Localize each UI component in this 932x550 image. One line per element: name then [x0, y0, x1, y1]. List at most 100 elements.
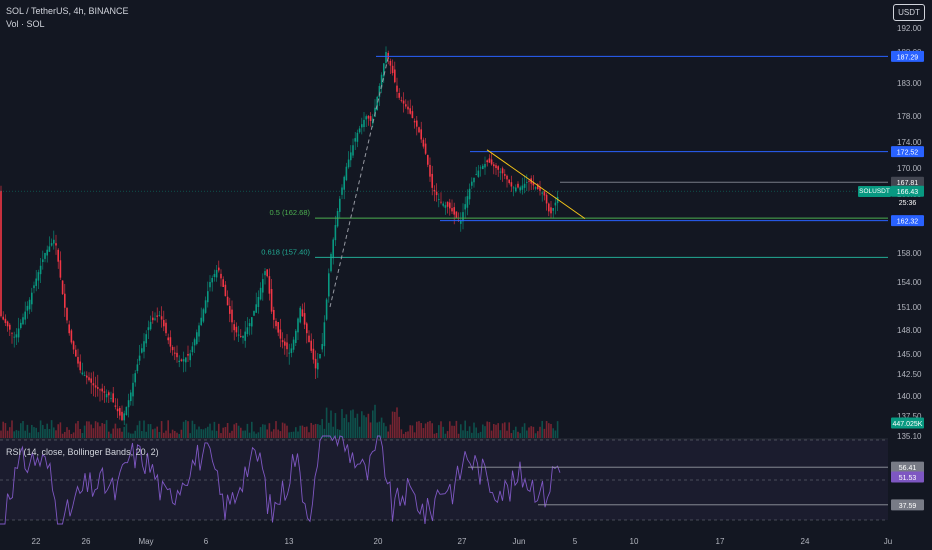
price-label-box: [891, 215, 924, 227]
volume-bar: [31, 424, 33, 438]
volume-bar: [471, 432, 473, 438]
candle-body: [77, 357, 79, 364]
candle-body: [88, 377, 90, 381]
candle-body: [248, 323, 251, 327]
candle-body: [17, 328, 20, 338]
candle-body: [156, 315, 158, 317]
currency-button[interactable]: USDT: [893, 4, 925, 21]
candle-body: [178, 360, 180, 362]
volume-bar: [383, 422, 385, 438]
volume-bar: [479, 431, 482, 438]
candle-body: [306, 323, 308, 334]
candle-body: [244, 331, 246, 341]
candle-body: [328, 273, 330, 297]
candle-body: [554, 202, 557, 206]
candle-body: [6, 321, 9, 327]
x-tick-label: Ju: [884, 537, 892, 546]
volume-bar: [460, 424, 462, 438]
candle-body: [464, 204, 466, 210]
volume-bar: [281, 422, 284, 438]
volume-bar: [116, 428, 119, 438]
volume-bar: [224, 427, 227, 438]
volume-bar: [341, 409, 343, 438]
volume-bar: [165, 430, 167, 438]
rsi-label: 56.41: [899, 465, 917, 472]
volume-bar: [512, 430, 515, 438]
candle-body: [72, 341, 75, 350]
candle-body: [57, 249, 59, 262]
volume-bar: [255, 433, 257, 438]
candle-body: [378, 85, 381, 98]
volume-bar: [396, 407, 398, 438]
candle-body: [471, 181, 473, 186]
volume-bar: [402, 433, 405, 438]
volume-bar: [387, 431, 389, 438]
volume-bar: [521, 426, 524, 438]
price-axis: 192.00188.00183.00178.00174.00170.00166.…: [891, 24, 924, 441]
volume-bar: [119, 428, 121, 438]
volume-bar: [141, 431, 143, 438]
candle-body: [233, 324, 235, 331]
candle-body: [519, 187, 521, 191]
volume-bar: [506, 430, 508, 438]
volume-bar: [385, 426, 387, 438]
candle-body: [523, 183, 526, 188]
volume-bar: [180, 429, 183, 438]
x-tick-label: 13: [285, 537, 294, 546]
volume-bar: [68, 429, 70, 438]
volume-bar: [132, 433, 134, 438]
volume-bar: [64, 431, 66, 438]
volume-bar: [189, 433, 191, 438]
price-label-box: [891, 146, 924, 158]
candle-body: [484, 163, 486, 168]
candle-body: [504, 174, 506, 176]
candle-body: [202, 309, 205, 322]
candle-body: [50, 243, 53, 246]
volume-bar: [321, 419, 323, 438]
volume-bar: [110, 433, 112, 438]
y-tick-label: 140.00: [897, 392, 922, 401]
volume-bar: [352, 409, 354, 438]
candle-body: [312, 348, 315, 360]
candle-body: [453, 207, 455, 215]
volume-bar: [284, 423, 286, 438]
x-tick-label: 27: [458, 537, 467, 546]
candle-body: [361, 124, 363, 128]
rsi-label-box: [891, 471, 924, 483]
volume-bar: [125, 423, 128, 438]
candle-body: [442, 203, 444, 206]
candle-body: [299, 307, 301, 323]
candle-body: [61, 280, 64, 295]
candle-body: [411, 111, 414, 119]
candle-body: [444, 205, 447, 208]
x-tick-label: 24: [801, 537, 810, 546]
candle-body: [165, 322, 167, 334]
volume-bar: [79, 428, 81, 438]
candle-body: [336, 211, 339, 227]
volume-bar: [99, 426, 101, 438]
candle-body: [532, 182, 535, 186]
candle-body: [105, 394, 108, 398]
volume-bar: [193, 424, 196, 438]
candle-body: [229, 306, 231, 314]
candle-body: [339, 198, 341, 212]
volume-bar: [497, 423, 499, 438]
volume-bar: [464, 420, 466, 438]
volume-bar: [429, 420, 431, 438]
candle-body: [398, 92, 400, 98]
price-label: 166.43: [897, 189, 919, 196]
candle-body: [187, 354, 189, 356]
candle-body: [345, 166, 348, 181]
volume-bar: [400, 429, 403, 438]
volume-bar: [288, 432, 290, 438]
volume-bar: [246, 423, 249, 438]
candle-body: [257, 297, 260, 308]
candle-body: [429, 164, 431, 177]
candle-body: [147, 327, 150, 331]
candle-body: [358, 128, 361, 133]
volume-bar: [405, 431, 407, 438]
candle-body: [365, 116, 367, 120]
candle-body: [451, 208, 453, 212]
volume-bar: [374, 404, 376, 438]
